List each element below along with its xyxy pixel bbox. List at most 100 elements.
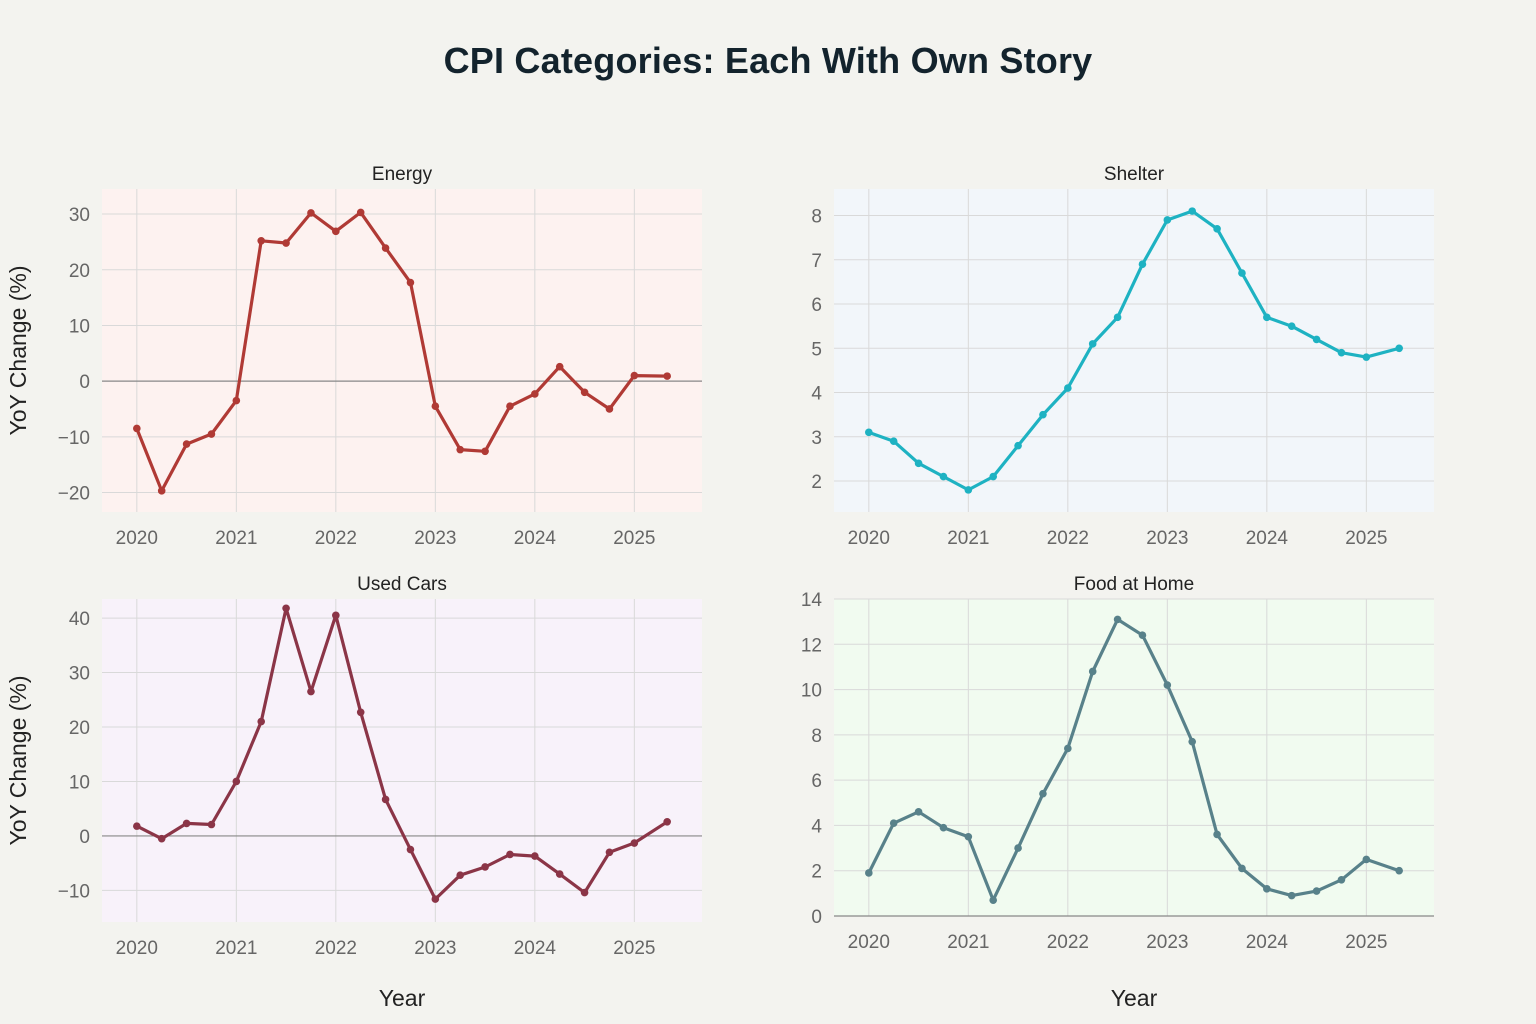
data-point bbox=[282, 239, 290, 247]
y-tick-label: 10 bbox=[69, 316, 90, 337]
data-point bbox=[1238, 864, 1246, 873]
y-tick-label: 8 bbox=[811, 726, 822, 747]
data-point bbox=[1287, 322, 1296, 330]
data-point bbox=[914, 808, 923, 816]
data-point bbox=[1064, 384, 1072, 392]
chart-title: CPI Categories: Each With Own Story bbox=[443, 40, 1093, 81]
data-point bbox=[356, 708, 365, 717]
data-point bbox=[456, 871, 465, 879]
y-tick-label: 30 bbox=[69, 205, 90, 226]
data-point bbox=[257, 236, 266, 245]
data-point bbox=[865, 428, 873, 437]
x-tick-label: 2023 bbox=[414, 938, 456, 959]
y-tick-label: 40 bbox=[69, 609, 90, 630]
data-point bbox=[531, 852, 539, 860]
y-tick-label: 2 bbox=[811, 862, 822, 883]
x-axis-title: Year bbox=[1111, 985, 1158, 1011]
data-point bbox=[555, 362, 564, 371]
x-tick-label: 2025 bbox=[1345, 528, 1387, 549]
y-tick-label: 12 bbox=[801, 635, 822, 656]
x-tick-label: 2022 bbox=[315, 938, 357, 959]
x-tick-label: 2020 bbox=[848, 932, 890, 953]
data-point bbox=[481, 863, 489, 871]
y-tick-label: 10 bbox=[801, 681, 822, 702]
x-tick-label: 2022 bbox=[1047, 932, 1089, 953]
y-axis-title: YoY Change (%) bbox=[5, 675, 31, 845]
y-tick-label: −10 bbox=[58, 881, 90, 902]
x-tick-label: 2024 bbox=[1246, 932, 1289, 953]
y-tick-label: 0 bbox=[79, 827, 90, 848]
data-point bbox=[232, 777, 241, 786]
data-point bbox=[1014, 844, 1022, 852]
data-point bbox=[605, 848, 614, 857]
data-point bbox=[865, 869, 873, 877]
data-point bbox=[1138, 260, 1147, 269]
data-point bbox=[1039, 789, 1047, 798]
data-point bbox=[1014, 441, 1022, 450]
data-point bbox=[605, 405, 614, 413]
y-tick-label: 20 bbox=[69, 718, 90, 739]
y-tick-label: 2 bbox=[811, 472, 822, 493]
data-point bbox=[133, 424, 141, 433]
data-point bbox=[531, 390, 539, 398]
y-tick-label: 0 bbox=[79, 372, 90, 393]
data-point bbox=[456, 445, 465, 454]
data-point bbox=[1362, 855, 1371, 864]
data-point bbox=[1088, 340, 1097, 348]
data-point bbox=[663, 372, 671, 380]
data-point bbox=[1312, 335, 1321, 344]
data-point bbox=[1263, 313, 1271, 322]
y-tick-label: 0 bbox=[811, 907, 822, 928]
y-tick-label: 7 bbox=[811, 251, 822, 272]
y-tick-label: 5 bbox=[811, 339, 822, 360]
y-tick-label: 6 bbox=[811, 771, 822, 792]
data-point bbox=[1337, 875, 1346, 884]
x-tick-label: 2022 bbox=[315, 528, 357, 549]
data-point bbox=[889, 819, 898, 827]
x-tick-label: 2024 bbox=[514, 528, 557, 549]
y-tick-label: −20 bbox=[58, 484, 90, 505]
data-point bbox=[630, 371, 639, 380]
x-tick-label: 2021 bbox=[215, 528, 257, 549]
x-tick-label: 2025 bbox=[613, 528, 655, 549]
data-point bbox=[914, 459, 923, 468]
x-tick-label: 2024 bbox=[1246, 528, 1289, 549]
y-tick-label: −10 bbox=[58, 428, 90, 449]
data-point bbox=[307, 687, 315, 696]
panel-title: Used Cars bbox=[357, 574, 447, 595]
data-point bbox=[1088, 667, 1097, 676]
y-tick-label: 8 bbox=[811, 207, 822, 228]
y-tick-label: 6 bbox=[811, 295, 822, 316]
data-point bbox=[381, 244, 390, 252]
data-point bbox=[356, 208, 365, 217]
data-point bbox=[1287, 891, 1296, 900]
data-point bbox=[406, 845, 415, 854]
y-tick-label: 4 bbox=[811, 816, 822, 837]
data-point bbox=[481, 447, 489, 456]
data-point bbox=[1213, 830, 1221, 839]
x-tick-label: 2023 bbox=[1146, 528, 1188, 549]
data-point bbox=[939, 823, 948, 832]
data-point bbox=[555, 870, 564, 878]
panel-title: Energy bbox=[372, 164, 433, 185]
x-tick-label: 2023 bbox=[1146, 932, 1188, 953]
data-point bbox=[1263, 885, 1271, 893]
data-point bbox=[1188, 207, 1197, 215]
data-point bbox=[964, 486, 973, 494]
x-tick-label: 2021 bbox=[947, 528, 989, 549]
data-point bbox=[207, 820, 216, 829]
y-tick-label: 10 bbox=[69, 772, 90, 793]
y-tick-label: 20 bbox=[69, 261, 90, 282]
data-point bbox=[1039, 410, 1047, 419]
series-line bbox=[867, 617, 1401, 902]
plot-area-4 bbox=[834, 599, 1434, 916]
data-point bbox=[182, 440, 191, 448]
x-tick-label: 2020 bbox=[116, 938, 158, 959]
series-line bbox=[867, 209, 1401, 492]
data-point bbox=[506, 850, 514, 859]
series-line bbox=[135, 606, 669, 901]
series-line bbox=[135, 210, 669, 493]
data-point bbox=[182, 819, 191, 828]
data-point bbox=[1213, 225, 1221, 233]
x-tick-label: 2025 bbox=[1345, 932, 1387, 953]
